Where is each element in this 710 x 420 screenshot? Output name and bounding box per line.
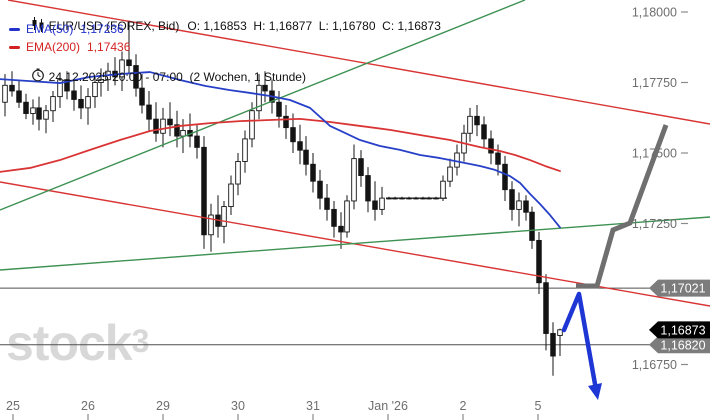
arrow-head-icon [588,383,602,400]
price-badge [649,321,710,339]
price-badge-label: 1,16820 [660,338,705,352]
price-badge [649,336,710,354]
symbol-title: EUR/USD (FOREX, Bid) [48,19,180,33]
price-badge [649,279,710,297]
watermark-text: stock [6,315,133,371]
symbol-row: EUR/USD (FOREX, Bid) O: 1,16853 H: 1,1687… [4,3,441,49]
ema50-value: 1,17236 [80,22,124,36]
ema200-marker-icon [9,45,20,49]
ohlc-values: O: 1,16853 H: 1,16877 L: 1,16780 C: 1,16… [187,19,441,33]
ema200-legend: EMA(200) 1,17436 [4,40,130,54]
timeframe-info: 24.12.2025 20:00 - 07:00 (2 Wochen, 1 St… [48,69,306,84]
ema50-label: EMA(50) [26,22,74,36]
price-badge-label: 1,16873 [660,323,705,337]
time-tick-label: Jan '26 [368,399,408,413]
ema50-marker-icon [9,27,20,31]
clock-icon [4,54,45,99]
support-lines[interactable] [0,287,655,346]
price-tick-label: 1,17500 [632,147,677,161]
watermark-sup: 3 [131,323,150,359]
time-tick-label: 2 [460,399,467,413]
time-tick-label: 5 [535,399,542,413]
support-trendline-shallow[interactable] [0,216,710,271]
candlestick-icon [4,3,45,49]
ema50-line [0,71,561,229]
price-tick-label: 1,17750 [632,76,677,90]
price-badge-label: 1,17021 [660,282,705,296]
ema50-legend: EMA(50) 1,17236 [4,22,124,36]
price-tick-label: 1,16750 [632,358,677,372]
sell-arrow[interactable] [561,291,602,400]
ema200-line [0,117,561,173]
stock3-watermark: stock3 [6,315,150,371]
ema200-label: EMA(200) [26,40,81,54]
time-tick-label: 29 [156,399,170,413]
timeframe-row: 24.12.2025 20:00 - 07:00 (2 Wochen, 1 St… [4,54,306,99]
time-tick-label: 31 [306,399,320,413]
time-tick-label: 26 [81,399,95,413]
price-tick-label: 1,18000 [632,6,677,20]
time-tick-label: 25 [6,399,20,413]
resistance-trendline-upper[interactable] [7,0,710,125]
time-tick-label: 30 [231,399,245,413]
support-trendline-steep[interactable] [0,0,526,211]
projection-path[interactable] [576,124,669,289]
price-axis: 1,18000 1,17750 1,17500 1,17250 1,16750 [632,6,688,372]
ema200-value: 1,17436 [87,40,131,54]
price-tick-label: 1,17250 [632,217,677,231]
time-axis: 25 26 29 30 31 Jan '26 2 5 [6,399,542,420]
